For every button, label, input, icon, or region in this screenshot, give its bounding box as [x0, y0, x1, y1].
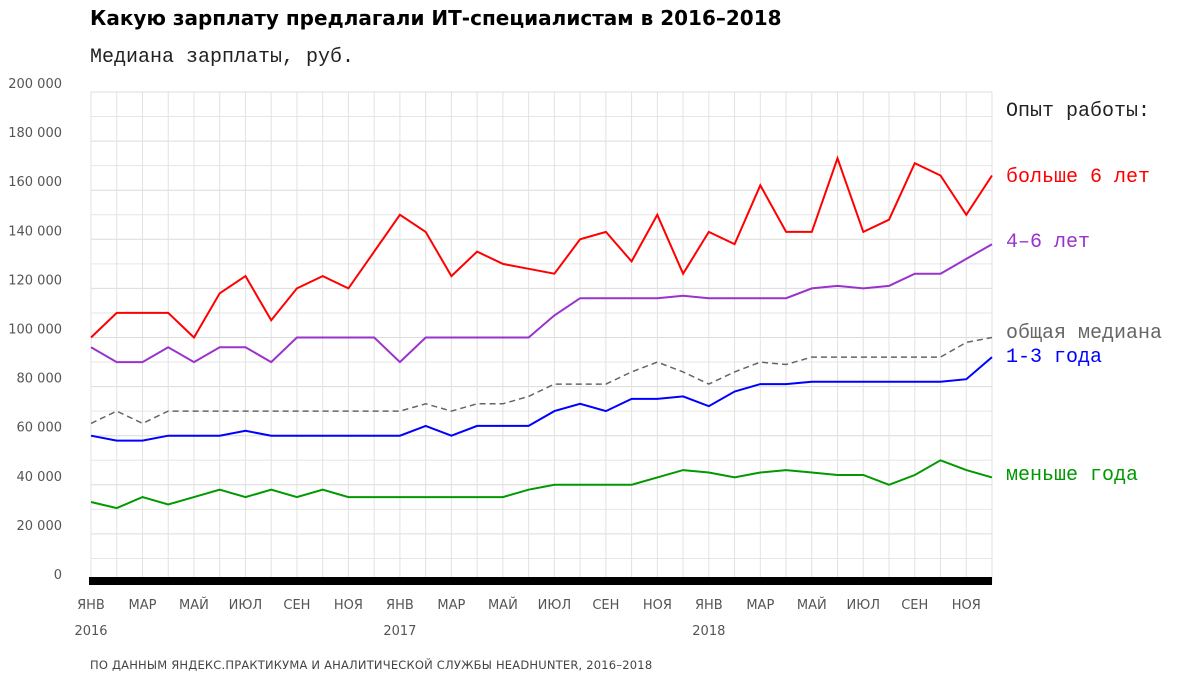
y-tick-label: 140 000: [8, 224, 62, 239]
y-tick-label: 40 000: [17, 470, 63, 485]
y-tick-label: 60 000: [17, 421, 63, 436]
series-line: [90, 243, 993, 364]
x-tick-label: МАЙ: [797, 597, 827, 613]
legend-label: 4–6 лет: [1006, 231, 1090, 254]
legend-title: Опыт работы:: [1006, 100, 1150, 123]
chart-title: Какую зарплату предлагали ИТ-специалиста…: [90, 6, 782, 30]
series-line: [90, 336, 993, 425]
legend-label: меньше года: [1006, 464, 1138, 487]
x-tick-label: СЕН: [901, 598, 928, 613]
y-tick-label: 120 000: [8, 273, 62, 288]
x-tick-label: МАЙ: [179, 597, 209, 613]
x-tick-label: МАР: [129, 598, 157, 613]
x-tick-label: ИЮЛ: [229, 598, 263, 613]
x-tick-label: ЯНВ: [77, 598, 105, 613]
y-tick-label: 80 000: [17, 372, 63, 387]
y-tick-label: 100 000: [8, 323, 62, 338]
x-tick-label: МАР: [746, 598, 774, 613]
year-label: 2016: [74, 624, 107, 639]
x-tick-label: ЯНВ: [386, 598, 414, 613]
legend-label: общая медиана: [1006, 322, 1162, 345]
x-tick-label: НОЯ: [952, 598, 981, 613]
legend-label: больше 6 лет: [1006, 166, 1150, 189]
y-tick-label: 0: [54, 568, 62, 583]
x-tick-label: ЯНВ: [695, 598, 723, 613]
x-tick-label: СЕН: [283, 598, 310, 613]
y-tick-label: 200 000: [8, 77, 62, 92]
y-tick-label: 160 000: [8, 175, 62, 190]
series-line: [90, 155, 993, 340]
series-line: [90, 356, 993, 442]
year-label: 2018: [692, 624, 725, 639]
y-tick-label: 180 000: [8, 126, 62, 141]
x-tick-label: НОЯ: [334, 598, 363, 613]
x-tick-label: МАР: [437, 598, 465, 613]
chart-subtitle: Медиана зарплаты, руб.: [90, 46, 355, 69]
year-label: 2017: [383, 624, 416, 639]
x-tick-label: СЕН: [592, 598, 619, 613]
legend-label: 1-3 года: [1006, 346, 1102, 369]
x-tick-label: МАЙ: [488, 597, 518, 613]
x-tick-label: НОЯ: [643, 598, 672, 613]
x-tick-label: ИЮЛ: [847, 598, 881, 613]
source-note: ПО ДАННЫМ ЯНДЕКС.ПРАКТИКУМА И АНАЛИТИЧЕС…: [90, 658, 653, 672]
y-tick-label: 20 000: [17, 519, 63, 534]
series-line: [90, 459, 993, 510]
x-axis-baseline: [89, 577, 992, 585]
x-tick-label: ИЮЛ: [538, 598, 572, 613]
